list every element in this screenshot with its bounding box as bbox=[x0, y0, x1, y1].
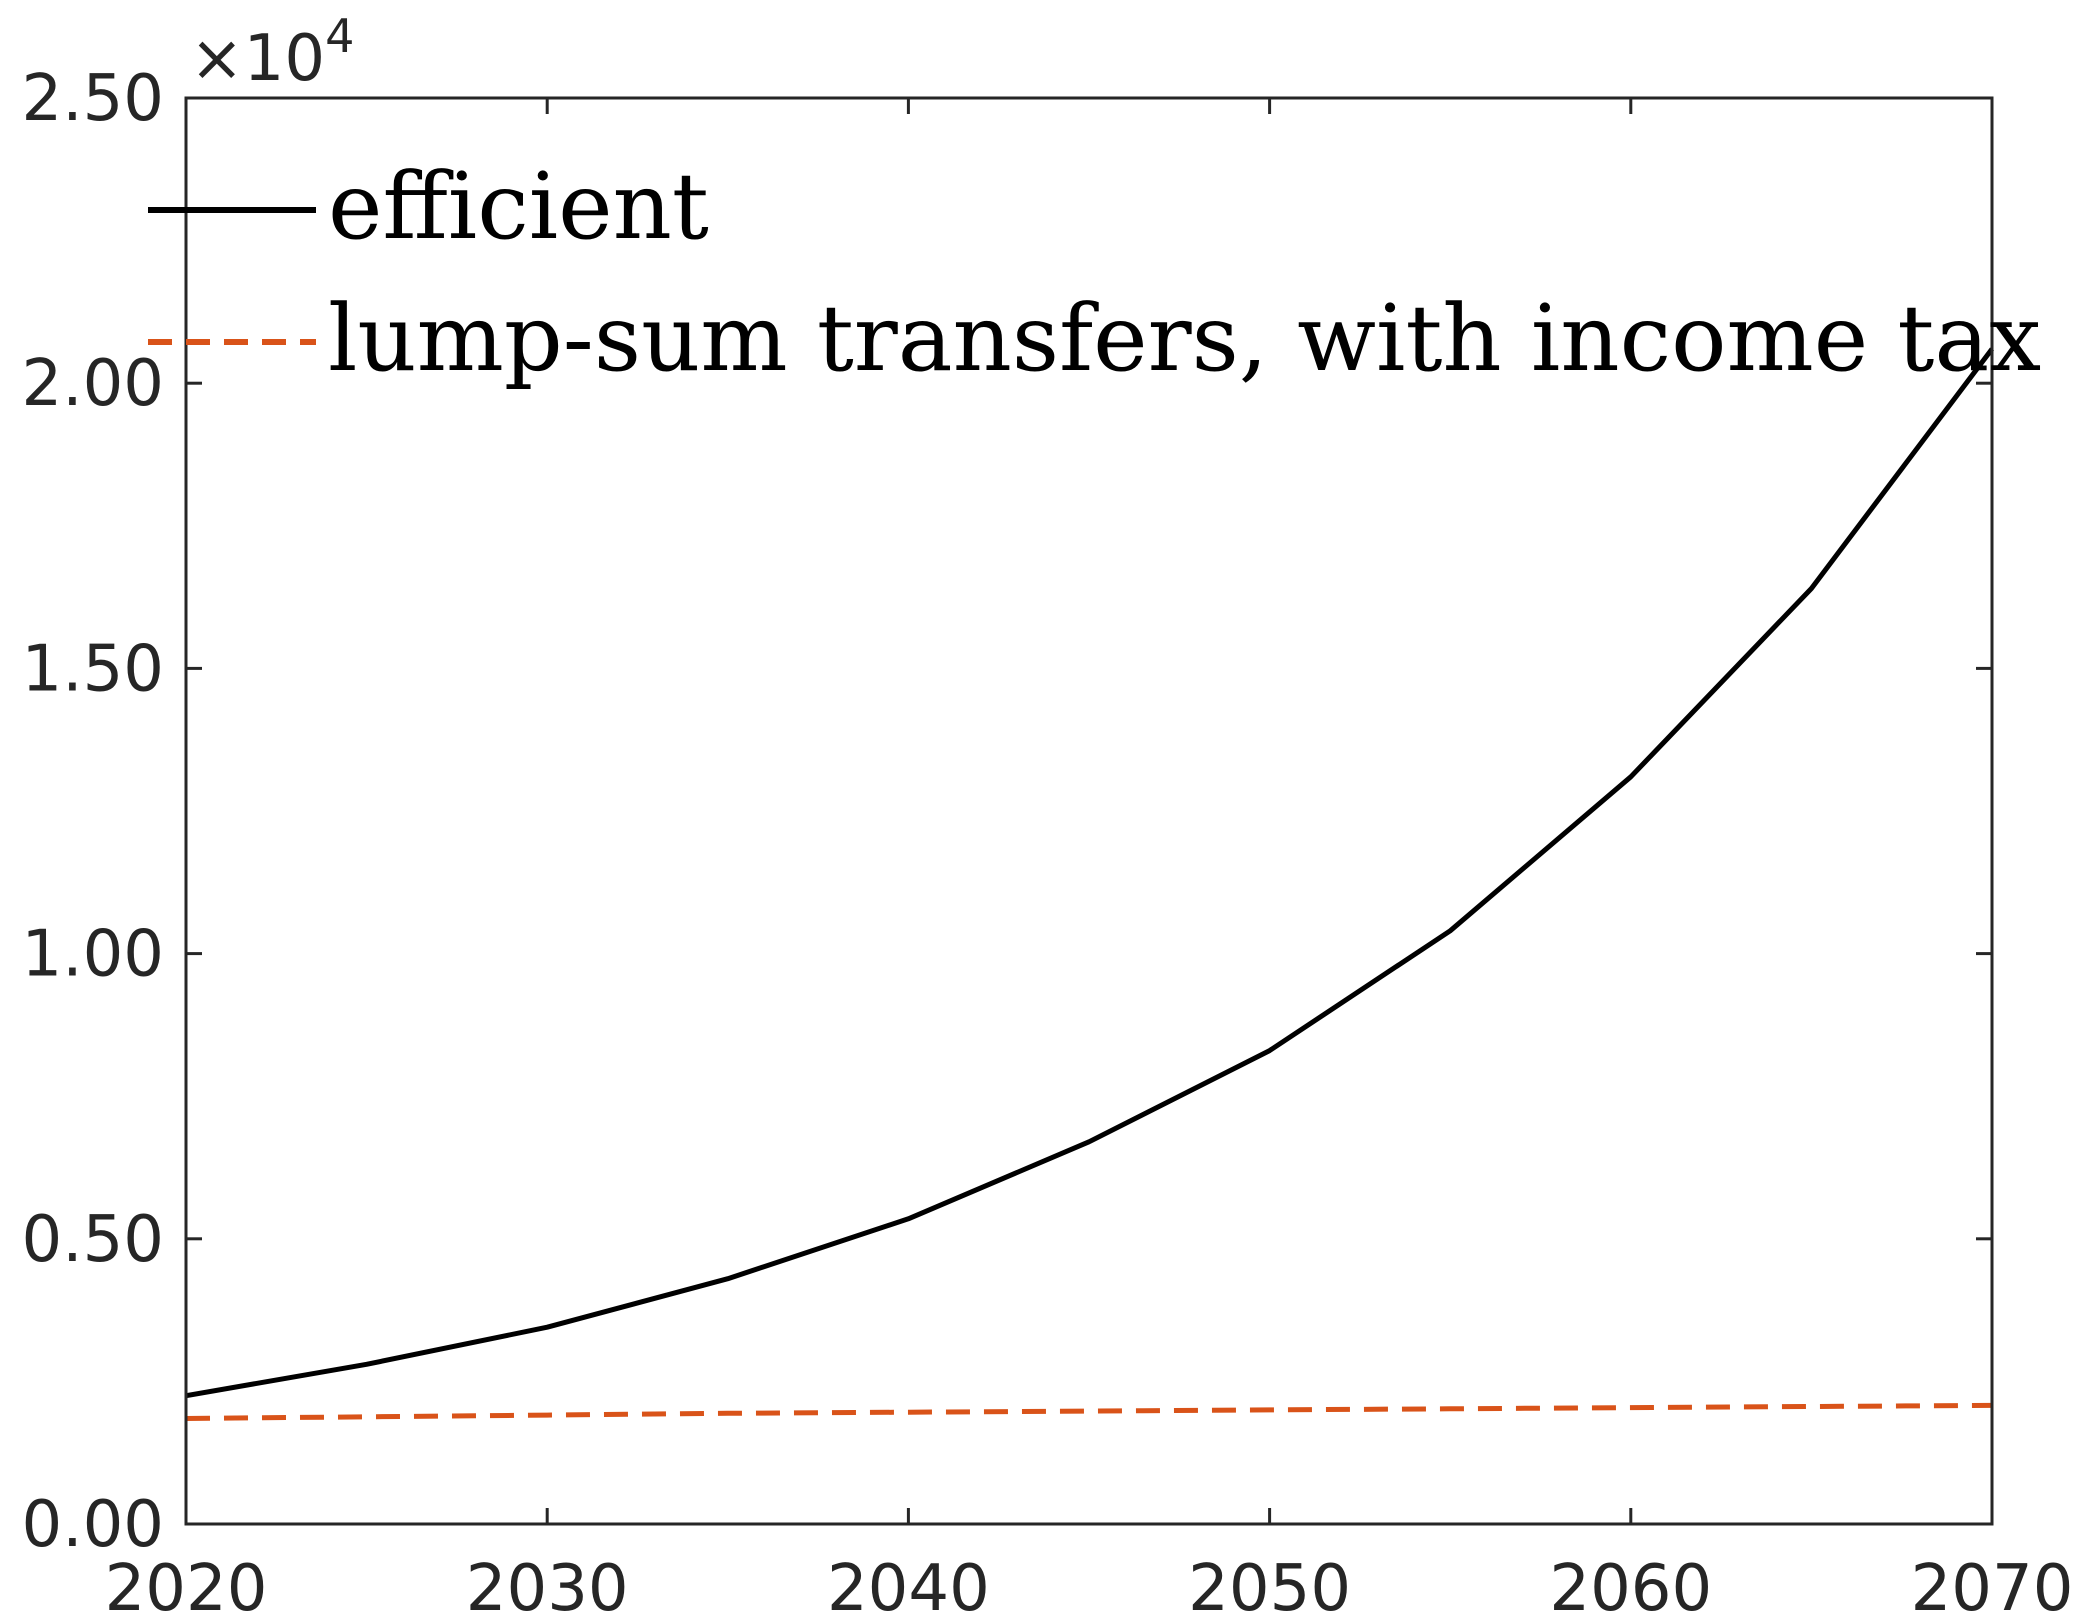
y-tick-label: 1.00 bbox=[22, 918, 165, 992]
y-tick-label: 2.50 bbox=[22, 62, 165, 136]
y-axis-exponent-power: 4 bbox=[325, 9, 354, 63]
y-axis-ticks: 0.00 0.50 1.00 1.50 2.00 2.50 bbox=[22, 62, 1992, 1562]
y-tick-label: 0.00 bbox=[22, 1488, 165, 1562]
x-axis-ticks: 2020 2030 2040 2050 2060 2070 bbox=[105, 98, 2074, 1622]
legend-label-2: lump-sum transfers, with income tax bbox=[328, 285, 2041, 392]
x-tick-label: 2020 bbox=[105, 1552, 268, 1622]
x-tick-label: 2030 bbox=[466, 1552, 629, 1622]
y-axis-exponent: ×104 bbox=[190, 9, 354, 96]
x-tick-label: 2060 bbox=[1549, 1552, 1712, 1622]
plot-frame bbox=[184, 96, 1994, 1526]
y-axis-exponent-base: ×10 bbox=[190, 22, 325, 96]
y-tick-label: 1.50 bbox=[22, 632, 165, 706]
legend: efficient lump-sum transfers, with income… bbox=[148, 153, 2041, 392]
y-tick-label: 0.50 bbox=[22, 1203, 165, 1277]
series-line-1 bbox=[185, 347, 1994, 1399]
x-tick-label: 2040 bbox=[827, 1552, 990, 1622]
legend-label-1: efficient bbox=[328, 153, 709, 260]
x-tick-label: 2070 bbox=[1911, 1552, 2074, 1622]
x-tick-label: 2050 bbox=[1188, 1552, 1351, 1622]
y-tick-label: 2.00 bbox=[22, 347, 165, 421]
series-line-2 bbox=[185, 1402, 1993, 1421]
series-layer bbox=[185, 347, 1994, 1421]
